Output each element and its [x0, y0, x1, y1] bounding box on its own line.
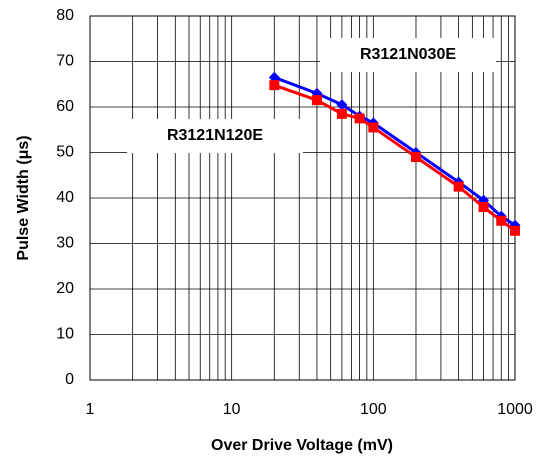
- data-point: [354, 113, 365, 124]
- y-tick-label: 20: [56, 280, 74, 297]
- y-tick-label: 80: [56, 7, 74, 24]
- series-line: [273, 76, 516, 227]
- y-tick-label: 0: [65, 371, 74, 388]
- plot-frame: [89, 15, 516, 381]
- data-point: [496, 215, 507, 226]
- y-tick-label: 60: [56, 98, 74, 115]
- y-tick-label: 70: [56, 53, 74, 70]
- series-label: R3121N030E: [360, 46, 456, 63]
- data-point: [478, 202, 489, 213]
- x-axis-title: Over Drive Voltage (mV): [211, 437, 393, 454]
- data-point: [510, 225, 520, 236]
- data-point: [269, 80, 280, 91]
- series-label-box: [127, 119, 303, 153]
- y-tick-label: 30: [56, 235, 74, 252]
- y-tick-label: 50: [56, 144, 74, 161]
- series-label-box: [320, 38, 496, 72]
- x-tick-label: 100: [360, 401, 387, 418]
- x-tick-label: 10: [223, 401, 241, 418]
- y-axis-title: Pulse Width (μs): [15, 135, 32, 260]
- data-point: [410, 152, 421, 163]
- x-tick-label: 1: [86, 401, 95, 418]
- series-line: [273, 83, 516, 232]
- data-point: [336, 108, 347, 119]
- x-tick-label: 1000: [497, 401, 533, 418]
- y-tick-label: 10: [56, 326, 74, 343]
- data-point: [336, 99, 348, 111]
- y-tick-label: 40: [56, 189, 74, 206]
- data-point: [368, 122, 379, 133]
- data-point: [453, 181, 464, 192]
- data-point: [311, 95, 322, 106]
- series-label: R3121N120E: [167, 127, 263, 144]
